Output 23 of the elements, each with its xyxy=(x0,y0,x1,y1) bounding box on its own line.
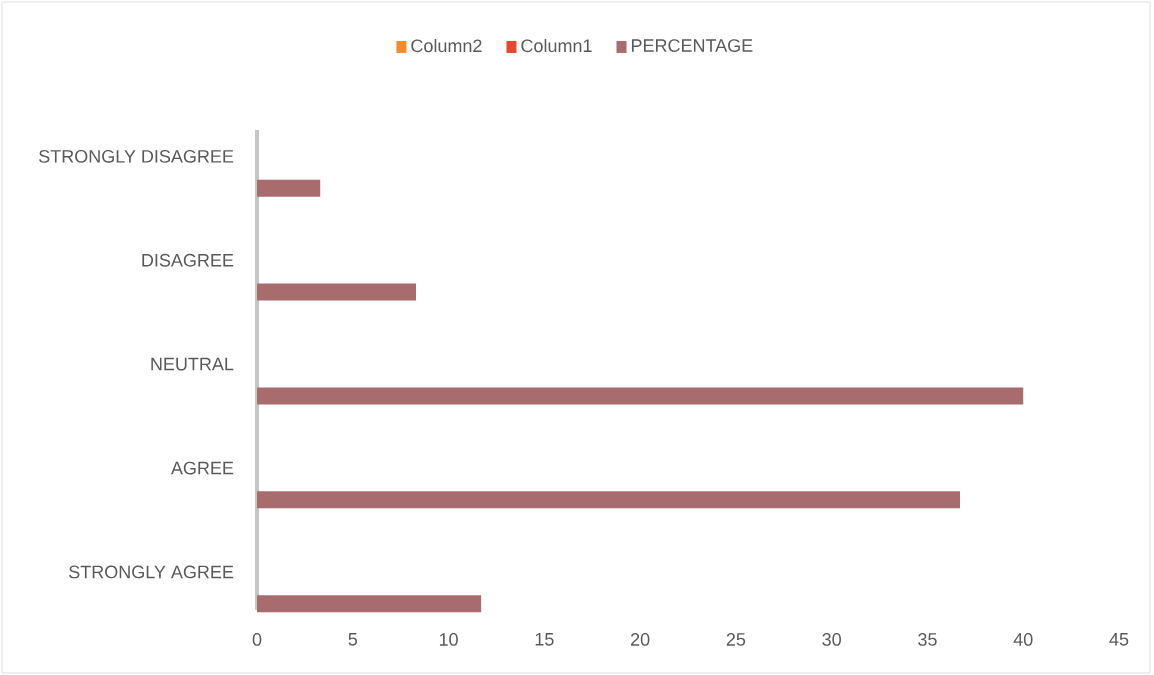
legend-label: Column1 xyxy=(521,38,592,53)
y-tick-label: AGREE xyxy=(170,461,234,475)
bar xyxy=(257,595,482,613)
x-tick-label: 35 xyxy=(918,633,937,646)
x-tick-label: 25 xyxy=(726,633,746,646)
x-tick-label: 30 xyxy=(822,633,841,646)
y-tick-label: STRONGLY AGREE xyxy=(69,565,234,579)
bar xyxy=(257,491,961,509)
x-tick-label: 15 xyxy=(535,633,554,646)
x-tick-label: 40 xyxy=(1013,633,1033,646)
x-tick-label: 10 xyxy=(439,633,458,646)
y-tick-label: STRONGLY DISAGREE xyxy=(39,149,234,163)
bar xyxy=(257,179,321,197)
bar xyxy=(257,387,1024,405)
y-tick-label: DISAGREE xyxy=(142,253,234,267)
y-tick-label: NEUTRAL xyxy=(151,357,234,371)
bar xyxy=(257,283,416,301)
legend-label: PERCENTAGE xyxy=(631,39,753,52)
x-tick-label: 0 xyxy=(252,633,262,646)
x-tick-label: 5 xyxy=(348,633,358,646)
x-tick-label: 45 xyxy=(1109,633,1129,646)
x-tick-label: 20 xyxy=(631,633,650,646)
legend-label: Column2 xyxy=(411,38,482,53)
